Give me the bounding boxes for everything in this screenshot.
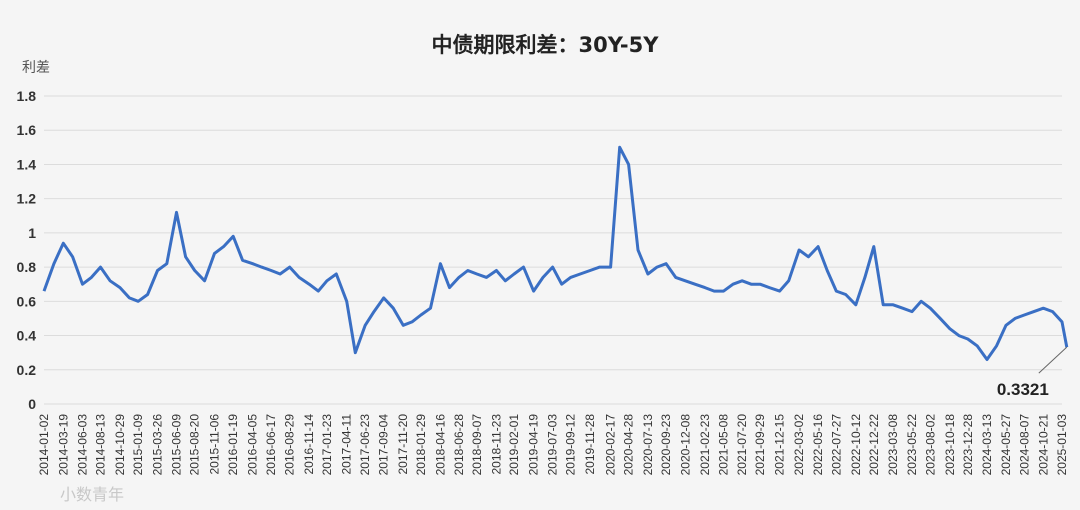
x-tick-label: 2016-08-29: [283, 414, 297, 476]
y-tick-labels: 0 0.2 0.4 0.6 0.8 1 1.2 1.4 1.6 1.8: [17, 88, 37, 412]
x-tick-label: 2022-03-02: [792, 414, 806, 476]
x-tick-label: 2018-01-29: [414, 414, 428, 476]
x-tick-label: 2020-12-08: [678, 414, 692, 476]
x-tick-label: 2019-07-03: [546, 414, 560, 476]
x-tick-label: 2017-04-11: [340, 414, 354, 475]
x-tick-label: 2014-03-19: [56, 414, 70, 476]
x-tick-label: 2014-10-29: [113, 414, 127, 476]
x-tick-label: 2014-01-02: [37, 414, 51, 476]
x-tick-label: 2021-02-23: [698, 414, 712, 476]
x-tick-label: 2016-11-14: [302, 414, 316, 475]
chart-title: 中债期限利差：30Y-5Y: [432, 33, 660, 57]
y-tick-label: 0.8: [17, 259, 37, 275]
x-tick-labels: 2014-01-02 2014-03-19 2014-06-03 2014-08-13…: [37, 414, 1069, 476]
x-tick-label: 2017-11-20: [396, 414, 410, 475]
x-tick-label: 2025-01-03: [1055, 414, 1069, 476]
x-tick-label: 2016-06-17: [264, 414, 278, 476]
x-tick-label: 2021-09-29: [753, 414, 767, 476]
annotation-leader-line: [1038, 346, 1068, 374]
x-tick-label: 2022-10-12: [849, 414, 863, 476]
x-tick-label: 2020-07-13: [641, 414, 655, 476]
x-tick-label: 2015-11-06: [207, 414, 221, 475]
gridlines: [44, 95, 1062, 405]
x-tick-label: 2020-02-17: [604, 414, 618, 476]
x-tick-label: 2018-09-07: [470, 414, 484, 476]
x-tick-label: 2017-09-04: [377, 414, 391, 476]
x-tick-label: 2023-12-28: [961, 414, 975, 476]
x-tick-label: 2017-06-23: [358, 414, 372, 476]
x-tick-label: 2023-10-18: [943, 414, 957, 476]
x-tick-label: 2023-03-08: [886, 414, 900, 476]
y-tick-label: 1.8: [17, 88, 37, 104]
x-tick-label: 2018-04-16: [433, 414, 447, 476]
x-tick-label: 2021-07-20: [735, 414, 749, 476]
x-tick-label: 2020-04-28: [622, 414, 636, 476]
series-layer: [42, 145, 1069, 361]
x-tick-label: 2015-01-09: [131, 414, 145, 476]
y-tick-label: 0.6: [17, 293, 37, 309]
x-tick-label: 2018-11-23: [489, 414, 503, 475]
x-tick-label: 2022-12-22: [867, 414, 881, 476]
y-axis-label: 利差: [22, 60, 50, 76]
y-tick-label: 0.4: [17, 328, 37, 344]
y-tick-label: 1.6: [17, 122, 37, 138]
y-tick-label: 1: [28, 225, 36, 241]
series-line-0: [42, 145, 1069, 361]
x-tick-label: 2014-06-03: [76, 414, 90, 476]
x-tick-label: 2022-07-27: [829, 414, 843, 476]
x-tick-label: 2023-05-22: [905, 414, 919, 476]
x-tick-label: 2018-06-28: [452, 414, 466, 476]
x-tick-label: 2021-12-15: [773, 414, 787, 476]
x-tick-label: 2015-08-20: [188, 414, 202, 476]
x-tick-label: 2024-08-07: [1017, 414, 1031, 476]
y-tick-label: 1.2: [17, 191, 37, 207]
x-tick-label: 2024-05-27: [999, 414, 1013, 476]
x-tick-label: 2019-09-12: [564, 414, 578, 476]
x-tick-label: 2024-03-13: [980, 414, 994, 476]
x-tick-label: 2019-02-01: [507, 414, 521, 476]
last-value-annotation: 0.3321: [997, 380, 1049, 399]
x-tick-label: 2023-08-02: [923, 414, 937, 476]
x-tick-label: 2016-04-05: [246, 414, 260, 476]
y-tick-label: 1.4: [17, 156, 37, 172]
x-tick-label: 2016-01-19: [226, 414, 240, 476]
y-tick-label: 0.2: [17, 362, 37, 378]
x-tick-label: 2014-08-13: [93, 414, 107, 476]
x-tick-label: 2024-10-21: [1036, 414, 1050, 476]
x-tick-label: 2015-06-09: [169, 414, 183, 476]
x-tick-label: 2019-04-19: [527, 414, 541, 476]
x-tick-label: 2021-05-08: [717, 414, 731, 476]
x-tick-label: 2015-03-26: [150, 414, 164, 476]
x-tick-label: 2022-05-16: [811, 414, 825, 476]
x-tick-label: 2020-09-23: [659, 414, 673, 476]
x-tick-label: 2017-01-23: [320, 414, 334, 476]
x-tick-label: 2019-11-28: [583, 414, 597, 475]
watermark-text: 小数青年: [60, 485, 124, 504]
y-tick-label: 0: [28, 396, 36, 412]
